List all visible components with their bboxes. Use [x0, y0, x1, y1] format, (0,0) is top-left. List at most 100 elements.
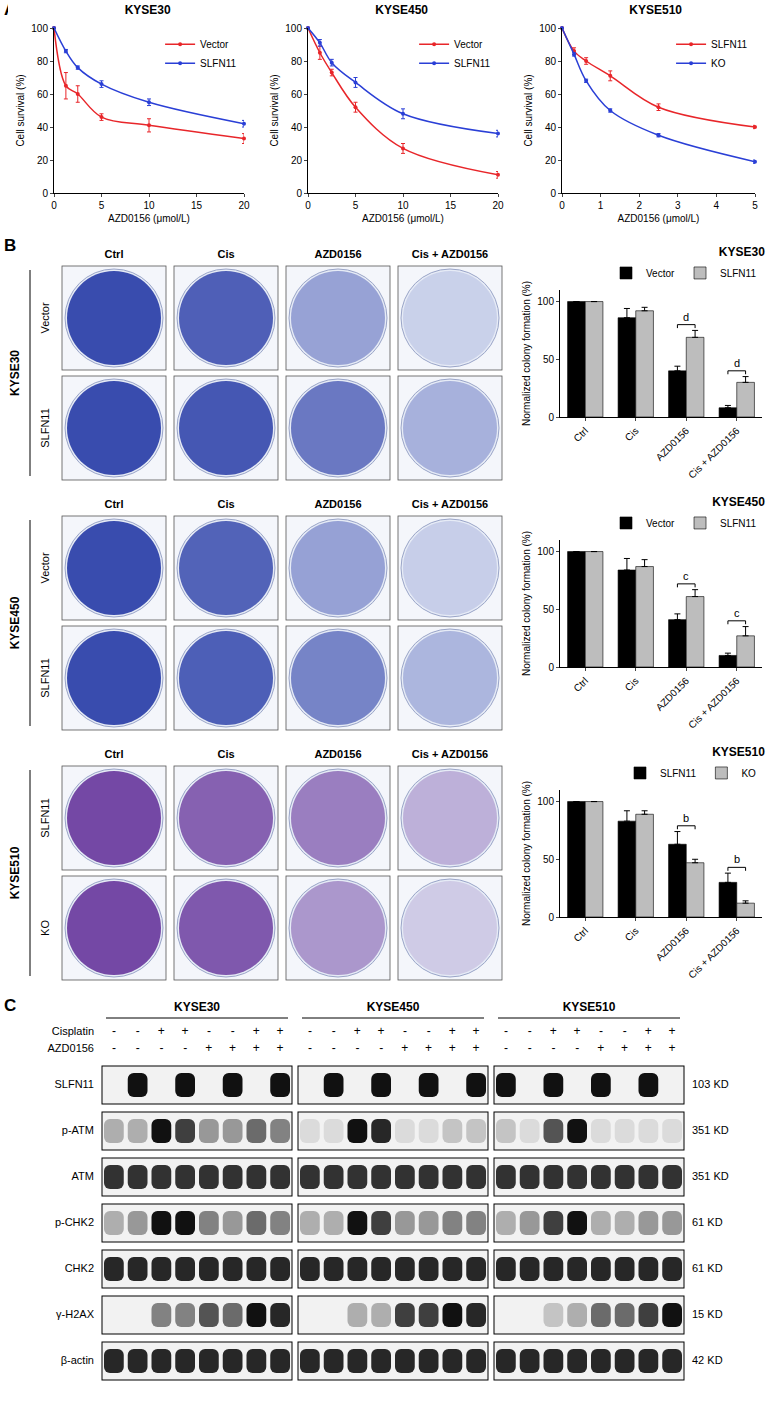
svg-text:Cis: Cis — [217, 748, 234, 760]
svg-text:100: 100 — [537, 296, 554, 307]
svg-text:SLFN11: SLFN11 — [39, 798, 51, 838]
svg-text:Cis: Cis — [623, 925, 641, 943]
svg-text:KYSE510: KYSE510 — [629, 3, 682, 17]
svg-text:Vector: Vector — [39, 302, 51, 334]
svg-text:100: 100 — [285, 23, 302, 34]
svg-text:Cis: Cis — [217, 498, 234, 510]
svg-text:50: 50 — [543, 354, 555, 365]
svg-text:Normalized colony formation (%: Normalized colony formation (%) — [521, 281, 532, 426]
svg-text:-: - — [136, 1041, 140, 1055]
svg-text:d: d — [683, 311, 689, 323]
svg-text:Cis + AZD0156: Cis + AZD0156 — [686, 675, 742, 731]
svg-text:KYSE450: KYSE450 — [375, 3, 428, 17]
svg-text:+: + — [669, 1024, 676, 1038]
svg-text:0: 0 — [548, 912, 554, 923]
svg-text:-: - — [332, 1041, 336, 1055]
svg-text:-: - — [308, 1024, 312, 1038]
svg-text:+: + — [597, 1041, 604, 1055]
svg-text:Ctrl: Ctrl — [105, 748, 124, 760]
svg-text:KYSE450: KYSE450 — [8, 596, 22, 649]
svg-text:Vector: Vector — [646, 268, 675, 279]
svg-text:β-actin: β-actin — [61, 1354, 94, 1366]
svg-text:KYSE30: KYSE30 — [125, 3, 171, 17]
svg-text:+: + — [550, 1024, 557, 1038]
svg-text:KO: KO — [741, 768, 756, 779]
svg-text:Normalized colony formation (%: Normalized colony formation (%) — [521, 531, 532, 676]
svg-text:15: 15 — [191, 200, 203, 211]
svg-text:Ctrl: Ctrl — [571, 925, 590, 944]
svg-text:+: + — [182, 1024, 189, 1038]
svg-text:0: 0 — [550, 188, 556, 199]
svg-text:+: + — [574, 1024, 581, 1038]
svg-text:KYSE30: KYSE30 — [8, 350, 22, 396]
svg-text:50: 50 — [543, 854, 555, 865]
svg-text:Cis + AZD0156: Cis + AZD0156 — [686, 425, 742, 481]
svg-text:KYSE30: KYSE30 — [174, 1000, 220, 1014]
svg-text:20: 20 — [37, 155, 49, 166]
svg-text:10: 10 — [397, 200, 409, 211]
svg-text:-: - — [403, 1024, 407, 1038]
svg-text:40: 40 — [545, 122, 557, 133]
svg-text:KO: KO — [39, 920, 51, 936]
svg-text:AZD0156 (μmol/L): AZD0156 (μmol/L) — [108, 213, 190, 224]
svg-text:SLFN11: SLFN11 — [200, 58, 236, 69]
svg-text:+: + — [645, 1024, 652, 1038]
svg-text:+: + — [378, 1024, 385, 1038]
svg-text:+: + — [473, 1041, 480, 1055]
svg-text:20: 20 — [238, 200, 250, 211]
svg-text:-: - — [112, 1041, 116, 1055]
svg-text:-: - — [623, 1024, 627, 1038]
svg-text:+: + — [645, 1041, 652, 1055]
svg-text:KO: KO — [711, 58, 726, 69]
svg-text:Vector: Vector — [454, 39, 483, 50]
svg-text:50: 50 — [543, 604, 555, 615]
svg-text:20: 20 — [492, 200, 504, 211]
svg-text:SLFN11: SLFN11 — [720, 518, 756, 529]
svg-text:Ctrl: Ctrl — [571, 675, 590, 694]
svg-text:Cis: Cis — [217, 248, 234, 260]
svg-text:1: 1 — [598, 200, 604, 211]
svg-text:60: 60 — [545, 89, 557, 100]
svg-text:60: 60 — [291, 89, 303, 100]
svg-text:2: 2 — [636, 200, 642, 211]
svg-text:-: - — [231, 1024, 235, 1038]
svg-text:100: 100 — [537, 546, 554, 557]
svg-text:KYSE510: KYSE510 — [712, 745, 765, 759]
svg-text:Vector: Vector — [646, 518, 675, 529]
svg-text:-: - — [207, 1024, 211, 1038]
svg-text:KYSE510: KYSE510 — [563, 1000, 616, 1014]
svg-text:AZD0156: AZD0156 — [48, 1042, 94, 1054]
svg-text:SLFN11: SLFN11 — [711, 39, 747, 50]
svg-text:-: - — [112, 1024, 116, 1038]
svg-text:61 KD: 61 KD — [692, 1216, 723, 1228]
svg-text:80: 80 — [37, 56, 49, 67]
svg-text:p-ATM: p-ATM — [62, 1124, 94, 1136]
svg-text:42 KD: 42 KD — [692, 1354, 723, 1366]
svg-text:Cis: Cis — [623, 675, 641, 693]
svg-text:SLFN11: SLFN11 — [454, 58, 490, 69]
svg-text:100: 100 — [31, 23, 48, 34]
svg-text:100: 100 — [537, 796, 554, 807]
svg-text:-: - — [528, 1024, 532, 1038]
svg-text:-: - — [355, 1041, 359, 1055]
svg-text:20: 20 — [291, 155, 303, 166]
svg-text:0: 0 — [42, 188, 48, 199]
svg-text:103 KD: 103 KD — [692, 1078, 729, 1090]
svg-text:+: + — [401, 1041, 408, 1055]
svg-text:-: - — [551, 1041, 555, 1055]
svg-text:d: d — [734, 357, 740, 369]
svg-text:+: + — [253, 1041, 260, 1055]
svg-text:15: 15 — [445, 200, 457, 211]
svg-text:SLFN11: SLFN11 — [39, 408, 51, 448]
svg-text:γ-H2AX: γ-H2AX — [56, 1308, 95, 1320]
svg-text:3: 3 — [675, 200, 681, 211]
svg-text:60: 60 — [37, 89, 49, 100]
svg-text:AZD0156: AZD0156 — [314, 248, 361, 260]
svg-text:-: - — [308, 1041, 312, 1055]
svg-text:+: + — [449, 1041, 456, 1055]
svg-text:AZD0156: AZD0156 — [314, 748, 361, 760]
svg-text:-: - — [332, 1024, 336, 1038]
svg-text:40: 40 — [291, 122, 303, 133]
svg-text:Cisplatin: Cisplatin — [52, 1025, 94, 1037]
svg-text:Ctrl: Ctrl — [105, 498, 124, 510]
